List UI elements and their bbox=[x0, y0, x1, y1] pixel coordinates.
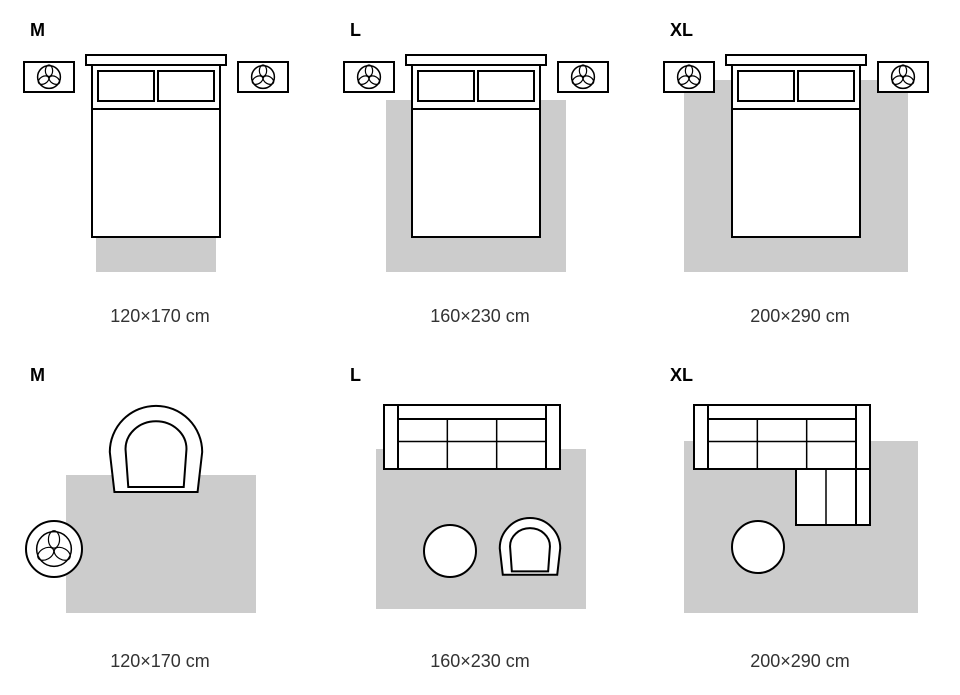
layout-cell: XL200×290 cm bbox=[640, 0, 960, 345]
diagram-svg bbox=[320, 0, 640, 345]
diagram-svg bbox=[0, 0, 320, 345]
layout-cell: XL200×290 cm bbox=[640, 345, 960, 690]
diagram-canvas bbox=[640, 0, 960, 345]
diagram-svg bbox=[320, 345, 640, 690]
diagram-canvas bbox=[640, 345, 960, 690]
layout-cell: L160×230 cm bbox=[320, 0, 640, 345]
diagram-svg bbox=[640, 345, 960, 690]
diagram-svg bbox=[0, 345, 320, 690]
diagram-canvas bbox=[0, 0, 320, 345]
layout-cell: M120×170 cm bbox=[0, 0, 320, 345]
layout-cell: M120×170 cm bbox=[0, 345, 320, 690]
diagram-svg bbox=[640, 0, 960, 345]
layout-cell: L160×230 cm bbox=[320, 345, 640, 690]
diagram-canvas bbox=[0, 345, 320, 690]
rug-icon bbox=[66, 475, 256, 613]
diagram-canvas bbox=[320, 0, 640, 345]
diagram-canvas bbox=[320, 345, 640, 690]
